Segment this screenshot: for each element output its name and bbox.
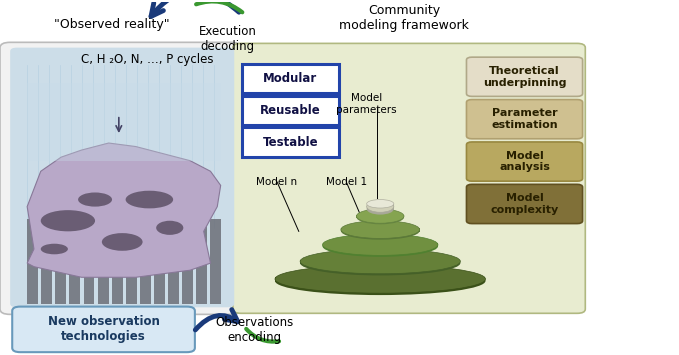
Bar — [126, 219, 136, 304]
Text: New observation
technologies: New observation technologies — [48, 315, 160, 343]
Ellipse shape — [356, 210, 404, 224]
Bar — [69, 219, 80, 304]
Ellipse shape — [356, 209, 404, 223]
Text: Modular: Modular — [263, 72, 317, 85]
FancyArrowPatch shape — [196, 310, 238, 330]
Text: Model 1: Model 1 — [326, 177, 367, 187]
Text: Reusable: Reusable — [260, 104, 320, 117]
Polygon shape — [27, 143, 221, 277]
Bar — [182, 219, 193, 304]
Bar — [98, 219, 109, 304]
Bar — [112, 219, 123, 304]
Ellipse shape — [323, 236, 438, 257]
Ellipse shape — [323, 234, 438, 255]
FancyBboxPatch shape — [242, 96, 339, 125]
Ellipse shape — [367, 203, 394, 215]
Ellipse shape — [341, 222, 420, 240]
Ellipse shape — [275, 265, 485, 293]
FancyBboxPatch shape — [466, 57, 583, 97]
Bar — [41, 219, 52, 304]
Ellipse shape — [300, 251, 460, 275]
FancyBboxPatch shape — [27, 83, 221, 161]
Text: Observations
encoding: Observations encoding — [215, 316, 294, 344]
Ellipse shape — [275, 267, 485, 295]
Ellipse shape — [367, 200, 394, 208]
FancyBboxPatch shape — [356, 215, 404, 218]
Text: Model
complexity: Model complexity — [490, 193, 559, 215]
Text: Community
modeling framework: Community modeling framework — [339, 4, 469, 32]
Bar — [140, 219, 151, 304]
Bar — [154, 219, 165, 304]
FancyArrowPatch shape — [151, 0, 239, 16]
Text: Theoretical
underpinning: Theoretical underpinning — [483, 66, 566, 88]
FancyBboxPatch shape — [242, 64, 339, 93]
Ellipse shape — [126, 191, 173, 208]
Bar — [27, 219, 38, 304]
FancyBboxPatch shape — [233, 43, 585, 313]
FancyBboxPatch shape — [0, 42, 241, 315]
Text: Execution
decoding: Execution decoding — [198, 25, 257, 53]
FancyBboxPatch shape — [10, 48, 234, 307]
Ellipse shape — [78, 192, 112, 207]
Text: Model n: Model n — [257, 177, 297, 187]
FancyBboxPatch shape — [466, 184, 583, 224]
Text: Testable: Testable — [263, 136, 318, 149]
Ellipse shape — [41, 210, 95, 231]
Ellipse shape — [102, 233, 143, 251]
Bar — [84, 219, 94, 304]
Ellipse shape — [367, 201, 394, 212]
Ellipse shape — [156, 221, 183, 235]
Text: C, H ₂O, N, …, P cycles: C, H ₂O, N, …, P cycles — [81, 53, 214, 66]
Text: "Observed reality": "Observed reality" — [54, 18, 170, 31]
FancyBboxPatch shape — [323, 243, 438, 247]
FancyBboxPatch shape — [12, 307, 195, 352]
Text: Model
parameters: Model parameters — [336, 93, 397, 115]
Bar — [196, 219, 207, 304]
Bar — [168, 219, 179, 304]
Ellipse shape — [341, 221, 420, 239]
FancyBboxPatch shape — [300, 260, 460, 264]
FancyBboxPatch shape — [341, 228, 420, 232]
Bar — [210, 219, 221, 304]
Ellipse shape — [41, 244, 68, 254]
FancyArrowPatch shape — [196, 1, 242, 12]
Bar — [56, 219, 67, 304]
Text: Model
analysis: Model analysis — [499, 151, 550, 173]
FancyBboxPatch shape — [466, 99, 583, 139]
FancyBboxPatch shape — [275, 277, 485, 282]
Text: Parameter
estimation: Parameter estimation — [491, 108, 558, 130]
FancyBboxPatch shape — [242, 127, 339, 157]
FancyArrowPatch shape — [246, 329, 279, 342]
FancyBboxPatch shape — [466, 142, 583, 181]
Ellipse shape — [300, 249, 460, 274]
FancyBboxPatch shape — [367, 204, 394, 211]
